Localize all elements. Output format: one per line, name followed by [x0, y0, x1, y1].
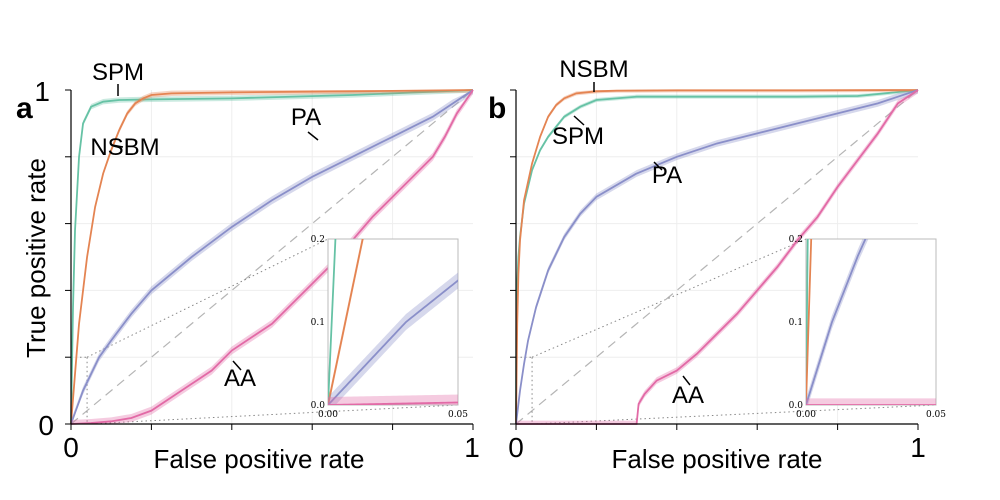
inset-y-tick-label: 0.1 [311, 318, 325, 328]
line-nsbm [515, 89, 919, 425]
curve-label-pa: PA [652, 162, 682, 189]
inset-x-tick-label: 0.05 [926, 410, 946, 420]
line-nsbm [70, 89, 474, 425]
chance-diagonal [70, 89, 474, 425]
inset-y-tick-label: 0.1 [789, 318, 803, 328]
band-pa [806, 239, 869, 405]
x-tick-1-a: 1 [464, 432, 480, 463]
curve-label-pa: PA [291, 104, 321, 131]
x-axis-title-b: False positive rate [612, 444, 823, 474]
inset-x-tick-label: 0.00 [318, 410, 338, 420]
inset-y-tick-label: 0.0 [789, 401, 804, 411]
label-leader-nsbm [111, 144, 124, 148]
inset-frame [805, 238, 937, 406]
curve-label-spm: SPM [552, 123, 604, 150]
line-pa [515, 89, 919, 425]
x-tick-0-a: 0 [63, 432, 79, 463]
label-leader-aa [682, 375, 691, 386]
zoom-connector-top [86, 238, 329, 358]
band-aa [806, 398, 936, 405]
inset-x-tick-label: 0.00 [796, 410, 816, 420]
panel-a: SPM NSBM PA AA 0.0 0.1 0.2 0.00 0.05 [65, 59, 474, 430]
inset-frame [327, 238, 459, 406]
curve-label-nsbm: NSBM [559, 56, 628, 83]
line-aa [70, 89, 474, 425]
inset-y-tick-label: 0.2 [311, 235, 325, 245]
x-axis-title-a: False positive rate [154, 444, 365, 474]
y-tick-1-a: 1 [34, 76, 50, 107]
x-tick-1-b: 1 [910, 432, 926, 463]
inset-a: 0.0 0.1 0.2 0.00 0.05 [311, 235, 469, 420]
inset-y-tick-label: 0.2 [789, 235, 803, 245]
y-tick-0-a: 0 [38, 410, 54, 441]
curve-label-aa: AA [672, 382, 704, 409]
line-pa [328, 279, 458, 405]
inset-x-tick-label: 0.05 [448, 410, 468, 420]
inset-b: 0.0 0.1 0.2 0.00 0.05 [789, 235, 947, 420]
zoom-connector-bottom [87, 404, 459, 425]
label-leader-aa [232, 360, 242, 371]
curve-label-nsbm: NSBM [90, 134, 159, 161]
x-tick-0-b: 0 [508, 432, 524, 463]
zoom-connector-top [531, 238, 807, 358]
line-aa [328, 401, 458, 405]
inset-y-tick-label: 0.0 [311, 401, 326, 411]
curve-label-spm: SPM [92, 59, 144, 86]
curve-label-aa: AA [224, 365, 256, 392]
line-pa [70, 89, 474, 425]
label-leader-spm [573, 115, 585, 126]
label-leader-pa [653, 161, 663, 171]
panel-letter-b: b [488, 92, 506, 125]
line-spm [70, 89, 474, 425]
line-pa [806, 239, 867, 405]
panel-letter-a: a [16, 92, 33, 125]
y-axis-title: True positive rate [21, 158, 51, 358]
panel-b: NSBM SPM PA AA 0.0 0.1 0.2 0.00 0.05 [510, 56, 947, 430]
chance-diagonal [515, 89, 919, 425]
label-leader-pa [307, 131, 319, 141]
